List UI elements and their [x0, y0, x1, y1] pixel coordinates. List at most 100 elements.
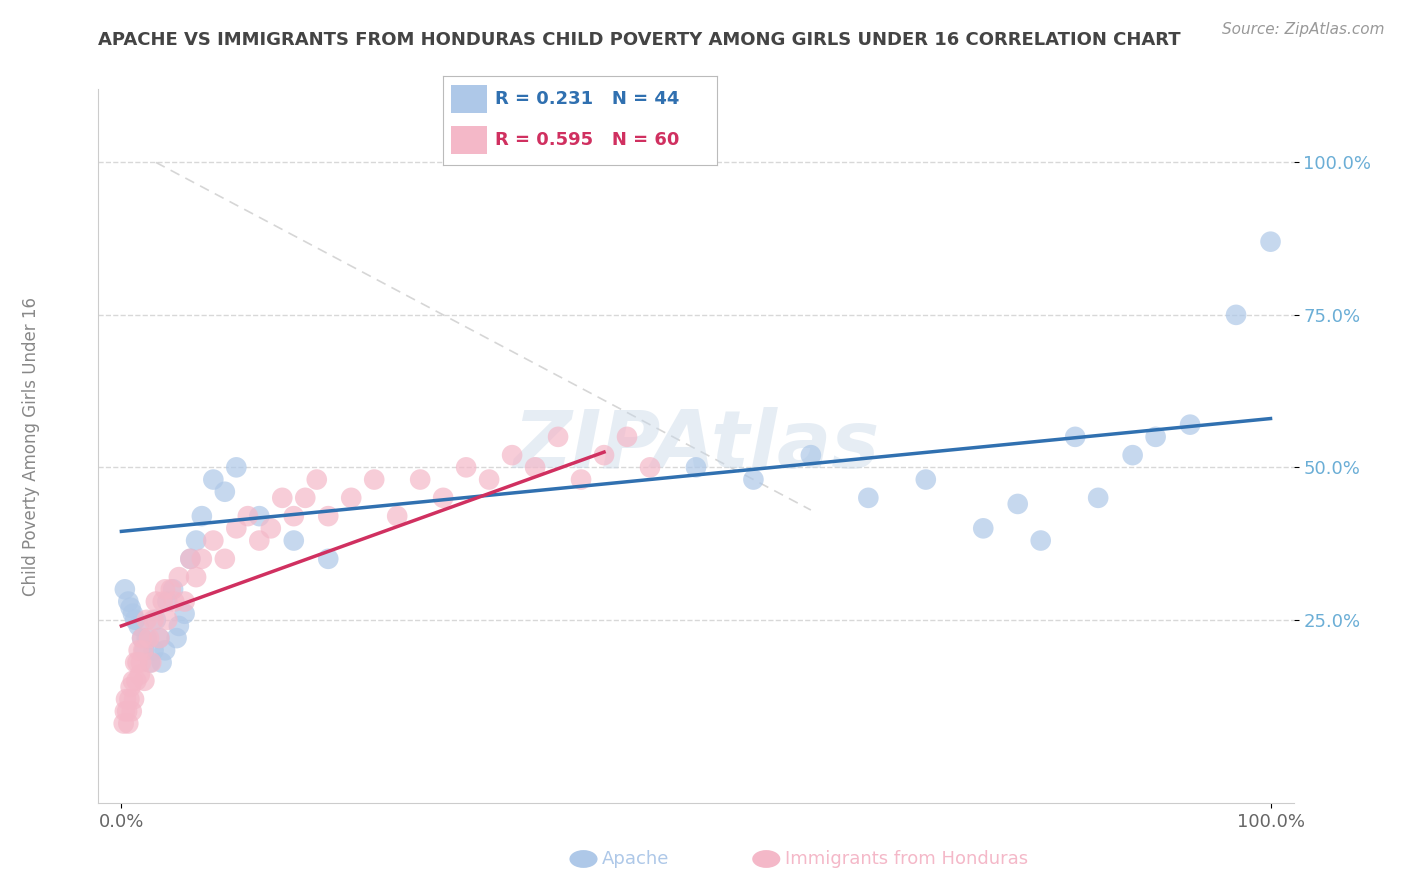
- Point: [191, 551, 214, 566]
- Text: Source: ZipAtlas.com: Source: ZipAtlas.com: [1222, 22, 1385, 37]
- Point: [134, 643, 156, 657]
- Point: [141, 656, 163, 670]
- Point: [124, 656, 146, 670]
- Point: [1178, 417, 1201, 432]
- Point: [363, 473, 385, 487]
- Point: [179, 551, 201, 566]
- Point: [115, 692, 138, 706]
- Point: [340, 491, 363, 505]
- Point: [547, 430, 569, 444]
- Point: [184, 533, 207, 548]
- Point: [122, 692, 145, 706]
- Point: [142, 643, 165, 657]
- Point: [478, 473, 501, 487]
- Text: Child Poverty Among Girls Under 16: Child Poverty Among Girls Under 16: [22, 296, 39, 596]
- Point: [150, 656, 173, 670]
- Point: [914, 473, 936, 487]
- Point: [283, 533, 305, 548]
- Point: [156, 613, 179, 627]
- Text: APACHE VS IMMIGRANTS FROM HONDURAS CHILD POVERTY AMONG GIRLS UNDER 16 CORRELATIO: APACHE VS IMMIGRANTS FROM HONDURAS CHILD…: [98, 31, 1181, 49]
- Point: [128, 619, 150, 633]
- Point: [120, 600, 142, 615]
- Text: Immigrants from Honduras: Immigrants from Honduras: [785, 850, 1028, 868]
- Point: [214, 551, 236, 566]
- Point: [121, 704, 143, 718]
- Point: [122, 673, 145, 688]
- Point: [167, 619, 190, 633]
- Point: [283, 509, 305, 524]
- Point: [129, 656, 152, 670]
- Point: [456, 460, 478, 475]
- Point: [638, 460, 661, 475]
- Point: [1144, 430, 1167, 444]
- Point: [593, 448, 616, 462]
- Point: [128, 643, 150, 657]
- Point: [127, 656, 149, 670]
- Point: [159, 582, 181, 597]
- Point: [117, 716, 139, 731]
- Point: [153, 582, 176, 597]
- Point: [128, 667, 150, 681]
- Point: [294, 491, 316, 505]
- Point: [115, 704, 138, 718]
- Point: [524, 460, 547, 475]
- Point: [1007, 497, 1029, 511]
- Point: [167, 570, 190, 584]
- Point: [202, 473, 225, 487]
- Point: [152, 594, 174, 608]
- Point: [118, 692, 141, 706]
- Point: [1225, 308, 1247, 322]
- Point: [173, 594, 195, 608]
- Point: [225, 521, 247, 535]
- Point: [409, 473, 432, 487]
- Point: [191, 509, 214, 524]
- Point: [271, 491, 294, 505]
- Point: [214, 484, 236, 499]
- Point: [134, 673, 156, 688]
- Point: [385, 509, 408, 524]
- Point: [742, 473, 765, 487]
- Point: [236, 509, 259, 524]
- Point: [162, 582, 184, 597]
- Point: [139, 656, 162, 670]
- Point: [112, 716, 135, 731]
- Point: [114, 582, 136, 597]
- Point: [260, 521, 283, 535]
- Point: [135, 631, 157, 645]
- Point: [225, 460, 247, 475]
- Point: [148, 631, 170, 645]
- Text: Apache: Apache: [602, 850, 669, 868]
- Point: [148, 631, 170, 645]
- Point: [120, 680, 142, 694]
- Point: [972, 521, 994, 535]
- Point: [432, 491, 454, 505]
- Point: [1064, 430, 1087, 444]
- Point: [135, 613, 157, 627]
- Point: [163, 594, 186, 608]
- Bar: [451, 126, 486, 154]
- Point: [569, 473, 592, 487]
- Point: [685, 460, 707, 475]
- Point: [166, 631, 188, 645]
- Bar: [451, 85, 486, 113]
- Point: [247, 533, 270, 548]
- Text: R = 0.595   N = 60: R = 0.595 N = 60: [495, 131, 679, 149]
- Point: [179, 551, 201, 566]
- Point: [145, 613, 167, 627]
- Point: [202, 533, 225, 548]
- Point: [138, 631, 160, 645]
- Point: [142, 613, 165, 627]
- Point: [247, 509, 270, 524]
- Point: [616, 430, 638, 444]
- Point: [124, 613, 146, 627]
- Point: [1260, 235, 1282, 249]
- Point: [132, 643, 155, 657]
- Point: [125, 673, 148, 688]
- Point: [858, 491, 880, 505]
- Point: [131, 631, 153, 645]
- Text: ZIPAtlas: ZIPAtlas: [513, 407, 879, 485]
- Point: [501, 448, 523, 462]
- Point: [114, 704, 136, 718]
- Point: [173, 607, 195, 621]
- Point: [184, 570, 207, 584]
